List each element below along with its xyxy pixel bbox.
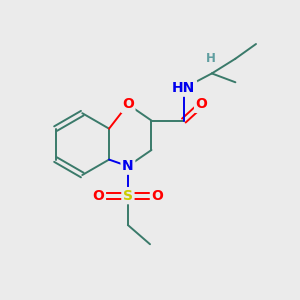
Text: O: O [152,189,163,202]
Text: O: O [122,98,134,111]
Text: O: O [196,98,208,111]
Text: HN: HN [172,81,196,95]
Text: S: S [123,189,133,202]
Text: O: O [92,189,104,202]
Text: H: H [206,52,215,65]
Text: N: N [122,159,134,173]
